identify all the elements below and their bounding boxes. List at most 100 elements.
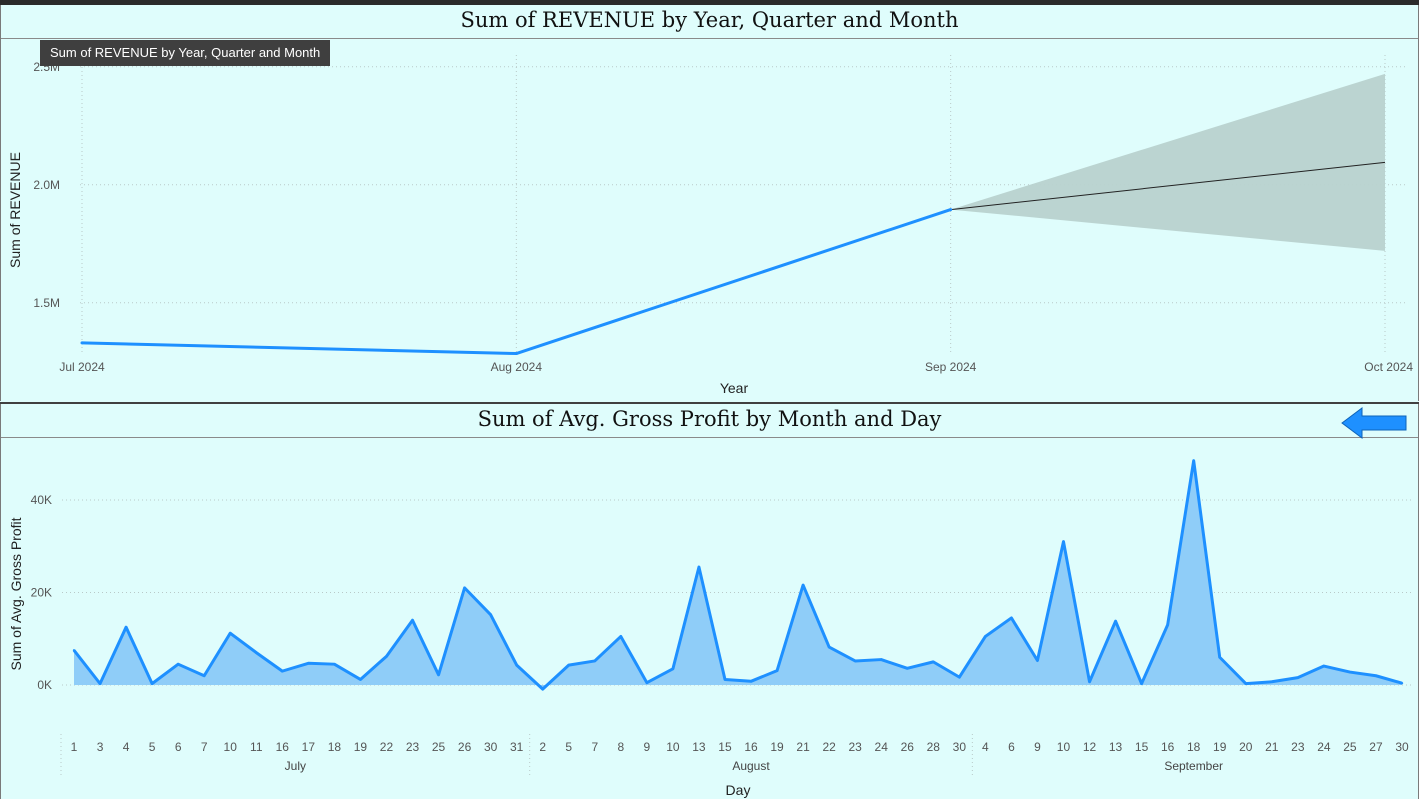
x-tick-label: 25 [432, 740, 446, 754]
x-tick-label: 21 [796, 740, 810, 754]
data-point [1140, 682, 1143, 685]
data-point [150, 682, 154, 685]
x-axis-title: Day [726, 782, 751, 798]
data-point [1296, 676, 1300, 679]
panel-border [0, 5, 1, 401]
x-tick-label: Oct 2024 [1364, 360, 1413, 374]
data-point [333, 662, 336, 666]
x-tick-label: 23 [848, 740, 862, 754]
gross-profit-area-fill [74, 460, 1402, 690]
x-tick-label: 20 [1239, 740, 1253, 754]
data-point [697, 565, 701, 569]
revenue-chart-tooltip: Sum of REVENUE by Year, Quarter and Mont… [40, 40, 331, 66]
month-label: September [1164, 759, 1223, 773]
data-point [906, 667, 909, 670]
data-point [1374, 674, 1378, 677]
x-tick-label: Sep 2024 [925, 360, 977, 374]
x-tick-label: 21 [1265, 740, 1279, 754]
x-tick-label: 28 [927, 740, 941, 754]
x-tick-label: 18 [1187, 740, 1201, 754]
data-point [593, 659, 596, 663]
x-axis-title: Year [720, 380, 749, 396]
x-tick-label: 16 [276, 740, 290, 754]
data-point [984, 635, 987, 638]
gross-profit-chart-title-bar: Sum of Avg. Gross Profit by Month and Da… [0, 404, 1419, 438]
data-point [853, 659, 857, 663]
data-point [176, 662, 180, 666]
x-tick-label: 3 [97, 740, 104, 754]
data-point [949, 208, 953, 212]
x-tick-label: 10 [224, 740, 238, 754]
x-tick-label: 7 [201, 740, 208, 754]
revenue-chart-title-bar: Sum of REVENUE by Year, Quarter and Mont… [0, 5, 1419, 39]
x-tick-label: 9 [644, 740, 651, 754]
y-axis-title: Sum of Avg. Gross Profit [8, 517, 24, 670]
data-point [514, 352, 518, 356]
data-point [1166, 623, 1169, 627]
x-tick-label: 23 [406, 740, 420, 754]
data-point [958, 675, 961, 679]
x-tick-label: Jul 2024 [59, 360, 105, 374]
x-tick-label: 22 [380, 740, 394, 754]
x-tick-label: 16 [1161, 740, 1175, 754]
data-point [281, 669, 284, 673]
data-point [1322, 664, 1326, 668]
data-point [749, 680, 753, 683]
data-point [385, 655, 388, 658]
data-point [723, 678, 727, 681]
x-tick-label: 26 [901, 740, 915, 754]
x-tick-label: 30 [484, 740, 498, 754]
y-tick-label: 20K [31, 586, 52, 600]
x-tick-label: 2 [539, 740, 546, 754]
x-tick-label: 9 [1034, 740, 1041, 754]
x-tick-label: 30 [953, 740, 967, 754]
data-point [880, 658, 883, 661]
data-point [307, 662, 310, 665]
data-point [411, 619, 414, 622]
x-tick-label: 5 [149, 740, 156, 754]
y-tick-label: 40K [31, 493, 52, 507]
forecast-band [950, 73, 1385, 251]
x-tick-label: 16 [744, 740, 758, 754]
x-tick-label: 1 [71, 740, 78, 754]
data-point [1348, 670, 1352, 674]
data-point [775, 669, 779, 672]
window-top-bar [0, 0, 1419, 5]
data-point [98, 682, 102, 685]
left-arrow-icon[interactable] [1340, 406, 1410, 440]
x-tick-label: 17 [302, 740, 316, 754]
x-tick-label: 23 [1291, 740, 1305, 754]
gross-profit-chart-title: Sum of Avg. Gross Profit by Month and Da… [477, 407, 942, 431]
data-point [229, 632, 232, 635]
gross-profit-chart-panel[interactable]: Sum of Avg. Gross Profit by Month and Da… [0, 402, 1419, 799]
x-tick-label: 24 [1317, 740, 1331, 754]
data-point [1400, 681, 1404, 685]
data-point [1036, 659, 1039, 662]
x-tick-label: 30 [1395, 740, 1409, 754]
forecast-line [950, 161, 1386, 211]
x-tick-label: 10 [1057, 740, 1071, 754]
data-point [463, 586, 466, 590]
y-axis-title: Sum of REVENUE [7, 152, 23, 268]
x-tick-label: 18 [328, 740, 342, 754]
x-tick-label: 13 [692, 740, 706, 754]
x-tick-label: 19 [354, 740, 368, 754]
data-point [1010, 616, 1013, 620]
x-tick-label: 22 [822, 740, 836, 754]
gross-profit-series-line [72, 459, 1403, 691]
data-point [1114, 619, 1117, 623]
revenue-chart-panel[interactable]: Sum of REVENUE by Year, Quarter and Mont… [0, 5, 1419, 401]
x-tick-label: 8 [617, 740, 624, 754]
x-tick-label: 4 [982, 740, 989, 754]
x-tick-label: 6 [175, 740, 182, 754]
y-tick-label: 0K [37, 678, 52, 692]
y-tick-label: 2.0M [33, 178, 60, 192]
x-tick-label: 24 [875, 740, 889, 754]
revenue-chart-title: Sum of REVENUE by Year, Quarter and Mont… [460, 8, 959, 32]
x-tick-label: 4 [123, 740, 130, 754]
data-point [437, 673, 440, 677]
data-point [827, 645, 831, 649]
data-point [80, 341, 84, 345]
